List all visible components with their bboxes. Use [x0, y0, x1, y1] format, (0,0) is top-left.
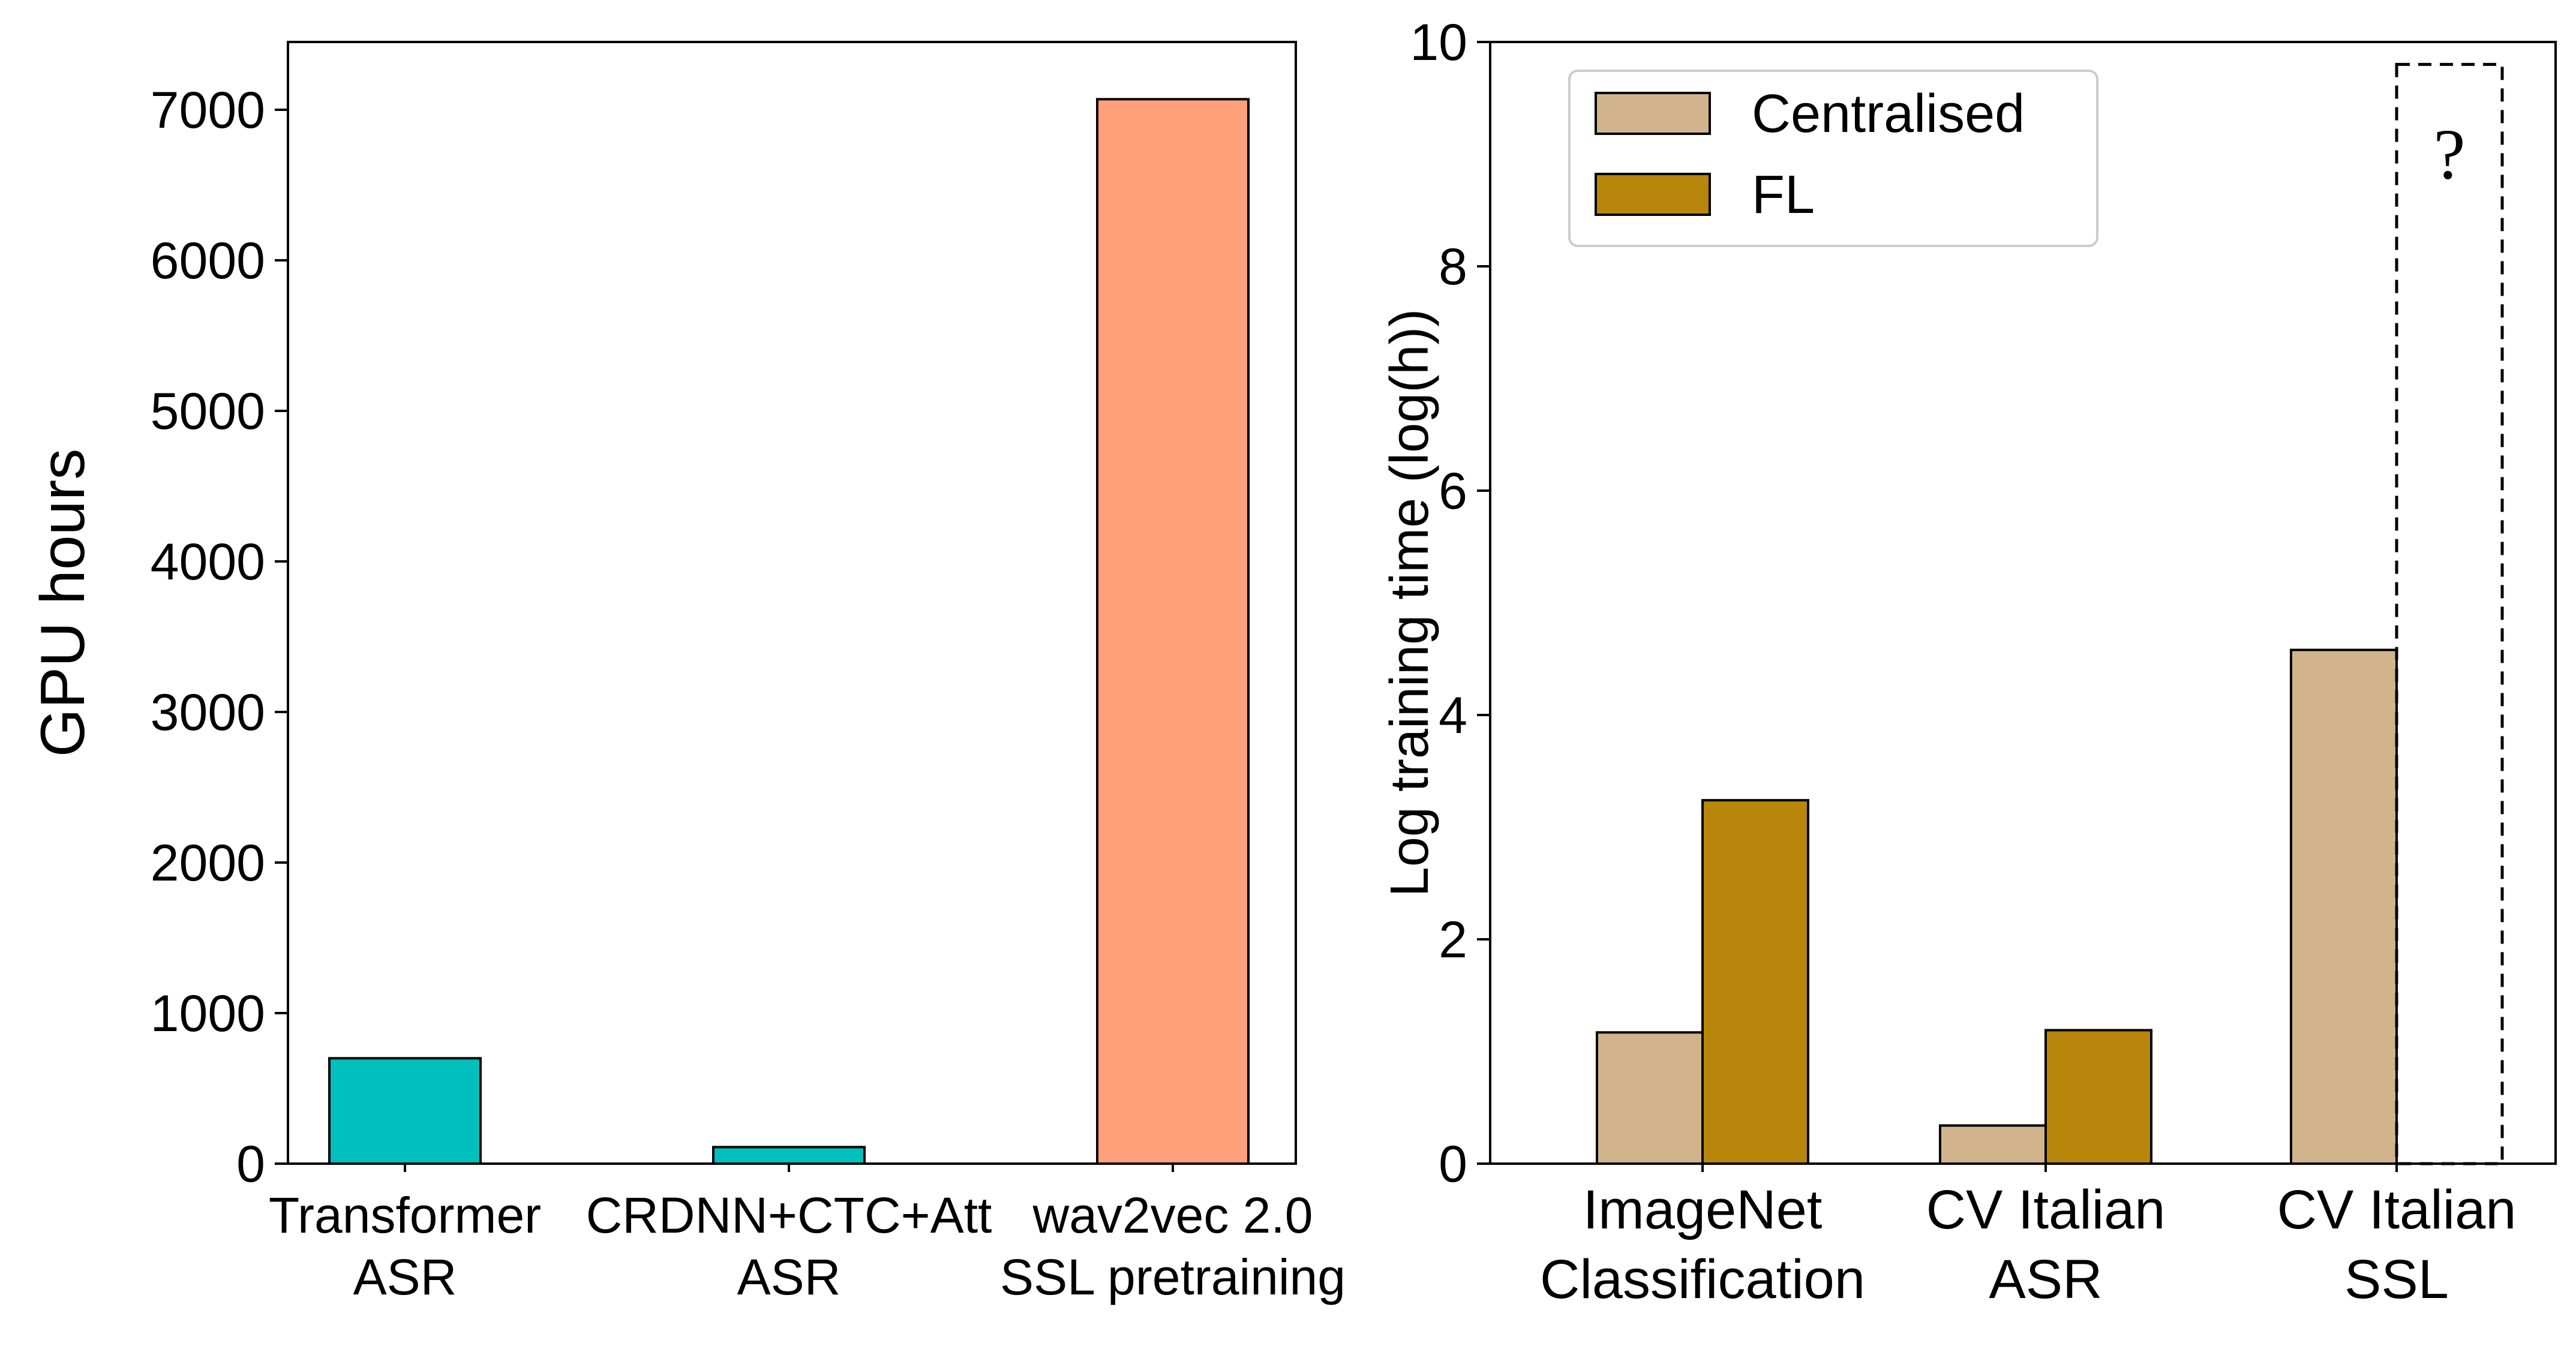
right-xtick-label: CV Italian ASR: [1926, 1179, 2166, 1310]
left-ytick-label: 3000: [151, 684, 265, 741]
bar-centralised-2: [2290, 648, 2398, 1165]
right-y-axis: 0 2 4 6 8 10: [1410, 14, 1490, 1193]
bar-fl-1: [2044, 1029, 2152, 1165]
right-xtick-label: CV Italian SSL: [2277, 1179, 2517, 1310]
left-xtick-label: Transformer ASR: [269, 1187, 541, 1305]
left-ytick-label: 4000: [151, 533, 265, 591]
right-ytick-label: 4: [1439, 687, 1467, 744]
right-ytick-label: 0: [1439, 1135, 1467, 1193]
left-y-axis-label: GPU hours: [28, 449, 98, 757]
legend-label-centralised: Centralised: [1752, 84, 2025, 144]
bar-centralised-1: [1939, 1124, 2047, 1165]
right-ytick-label: 2: [1439, 911, 1467, 969]
right-ytick-label: 6: [1439, 462, 1467, 520]
right-ytick-label: 8: [1439, 238, 1467, 296]
left-xtick-label: wav2vec 2.0 SSL pretraining: [1000, 1187, 1346, 1305]
unknown-bar-question-mark: ?: [2433, 114, 2465, 194]
left-ytick-label: 0: [236, 1135, 265, 1193]
bar-0: [328, 1057, 482, 1165]
right-xtick-label: ImageNet Classification: [1540, 1179, 1865, 1310]
left-y-axis: 0 1000 2000 3000 4000 5000 6000 7000: [151, 82, 288, 1193]
left-ytick-label: 7000: [151, 82, 265, 139]
right-x-axis: ImageNet Classification CV Italian ASR CV It…: [1540, 1164, 2516, 1310]
gpu-hours-chart: 0 1000 2000 3000 4000 5000 6000 7000 Transforme…: [28, 41, 1346, 1305]
left-ytick-label: 2000: [151, 834, 265, 892]
legend-swatch-fl: [1595, 173, 1711, 216]
left-ytick-label: 5000: [151, 383, 265, 440]
left-ytick-label: 6000: [151, 232, 265, 290]
right-y-axis-label: Log training time (log(h)): [1380, 309, 1440, 897]
right-bars: [1596, 648, 2398, 1165]
legend-swatch-centralised: [1595, 92, 1711, 135]
bar-1: [712, 1146, 866, 1165]
right-plot-frame: [1489, 41, 2557, 1165]
left-ytick-label: 1000: [151, 985, 265, 1042]
training-time-chart: ? 0 2 4 6 8 10 ImageNet Classification CV Itali…: [1380, 14, 2557, 1310]
right-ytick-label: 10: [1410, 14, 1467, 71]
bar-2: [1096, 98, 1250, 1165]
bar-fl-0: [1701, 799, 1809, 1165]
left-xtick-label: CRDNN+CTC+Att ASR: [586, 1187, 992, 1305]
left-plot-frame: [287, 41, 1297, 1165]
bar-centralised-0: [1596, 1031, 1704, 1165]
legend-label-fl: FL: [1752, 165, 1815, 225]
legend: Centralised FL: [1568, 70, 2098, 247]
left-bars: [328, 98, 1250, 1165]
